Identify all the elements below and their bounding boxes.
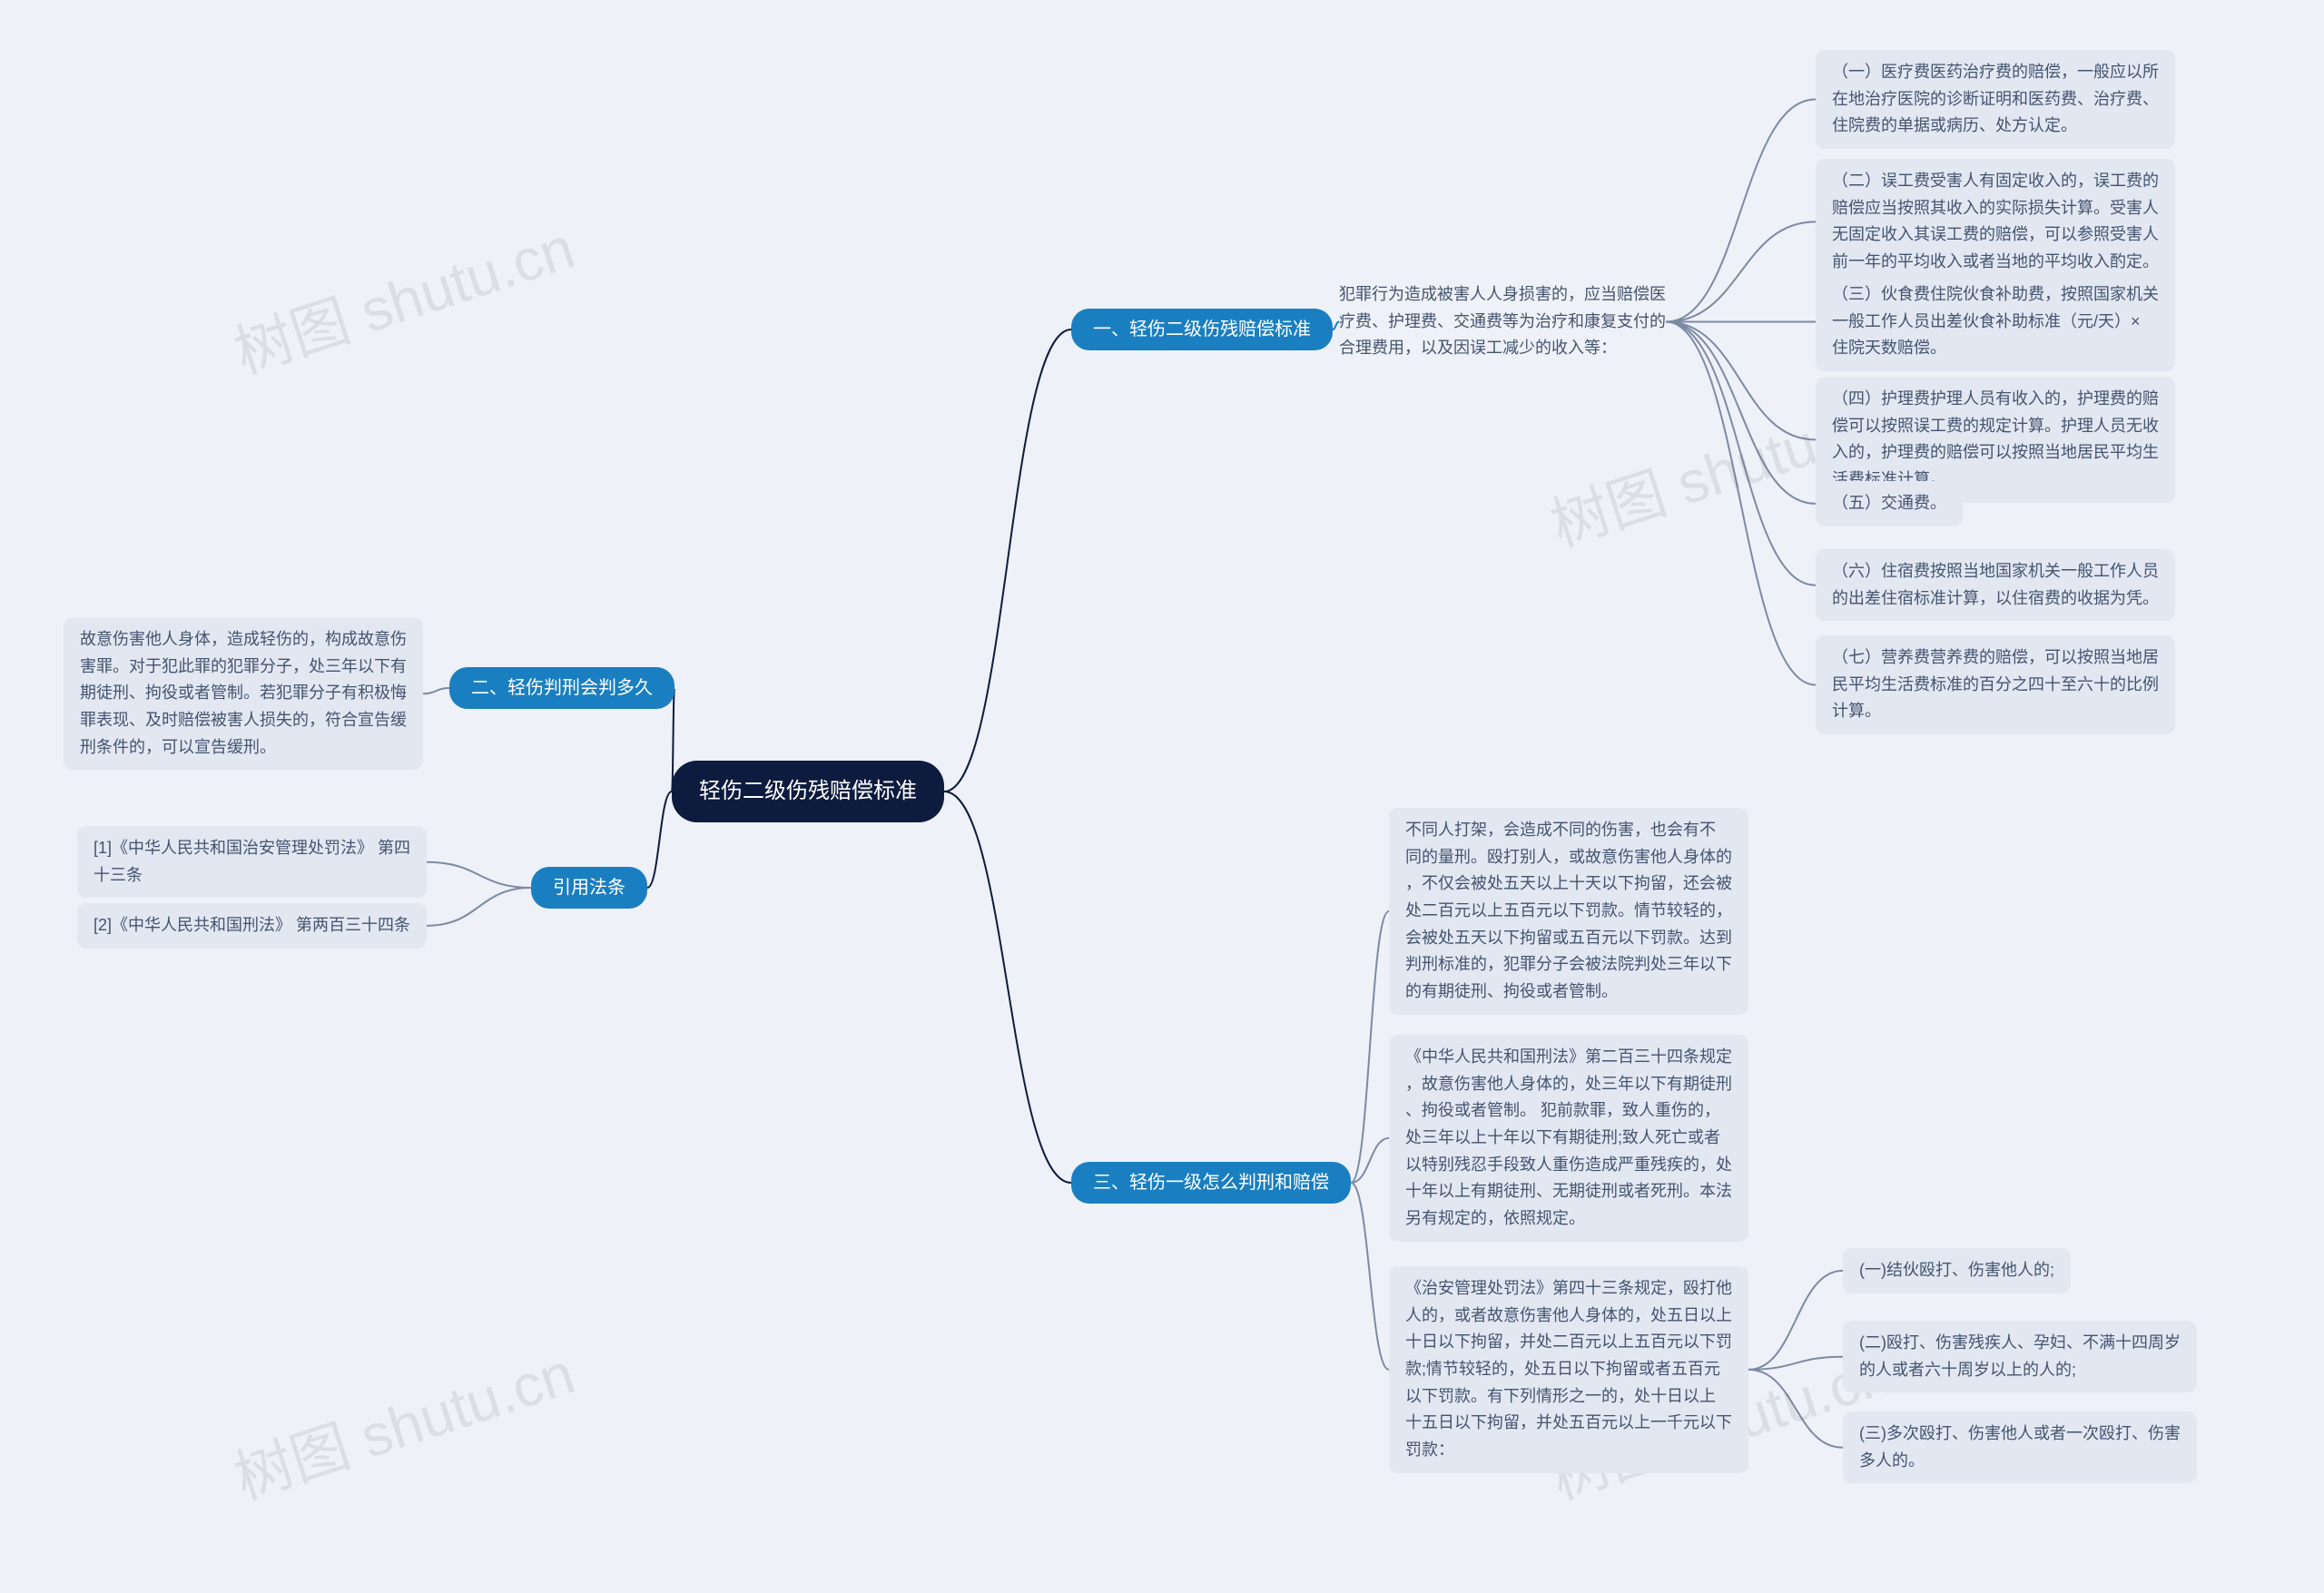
leaf-b4c3c: (三)多次殴打、伤害他人或者一次殴打、伤害 多人的。 [1843,1411,2197,1483]
leaf-b4c3b: (二)殴打、伤害残疾人、孕妇、不满十四周岁 的人或者六十周岁以上的人的; [1843,1321,2197,1392]
leaf-b2c1: 故意伤害他人身体，造成轻伤的，构成故意伤 害罪。对于犯此罪的犯罪分子，处三年以下… [64,617,423,770]
leaf-b1c7: （七）营养费营养费的赔偿，可以按照当地居 民平均生活费标准的百分之四十至六十的比… [1816,635,2175,734]
leaf-b1c3: （三）伙食费住院伙食补助费，按照国家机关 一般工作人员出差伙食补助标准（元/天）… [1816,272,2175,371]
leaf-b3c1: [1]《中华人民共和国治安管理处罚法》 第四 十三条 [77,826,427,898]
leaf-b1c1: （一）医疗费医药治疗费的赔偿，一般应以所 在地治疗医院的诊断证明和医药费、治疗费… [1816,50,2175,149]
leaf-b4c3: 《治安管理处罚法》第四十三条规定，殴打他 人的，或者故意伤害他人身体的，处五日以… [1389,1266,1748,1473]
leaf-b1c5: （五）交通费。 [1816,481,1963,526]
leaf-b1c2: （二）误工费受害人有固定收入的，误工费的 赔偿应当按照其收入的实际损失计算。受害… [1816,159,2175,285]
branch-b1: 一、轻伤二级伤残赔偿标准 [1071,309,1333,350]
leaf-b4c1: 不同人打架，会造成不同的伤害，也会有不 同的量刑。殴打别人，或故意伤害他人身体的… [1389,808,1748,1015]
branch-desc-b1: 犯罪行为造成被害人人身损害的，应当赔偿医 疗费、护理费、交通费等为治疗和康复支付… [1339,281,1666,362]
branch-b3: 引用法条 [531,867,647,909]
branch-b4: 三、轻伤一级怎么判刑和赔偿 [1071,1162,1351,1204]
leaf-b4c2: 《中华人民共和国刑法》第二百三十四条规定 ，故意伤害他人身体的，处三年以下有期徒… [1389,1035,1748,1242]
leaf-b1c6: （六）住宿费按照当地国家机关一般工作人员 的出差住宿标准计算，以住宿费的收据为凭… [1816,549,2175,621]
leaf-b4c3a: (一)结伙殴打、伤害他人的; [1843,1248,2071,1293]
leaf-b3c2: [2]《中华人民共和国刑法》 第两百三十四条 [77,903,427,949]
root-node: 轻伤二级伤残赔偿标准 [672,761,944,822]
branch-b2: 二、轻伤判刑会判多久 [449,667,675,709]
